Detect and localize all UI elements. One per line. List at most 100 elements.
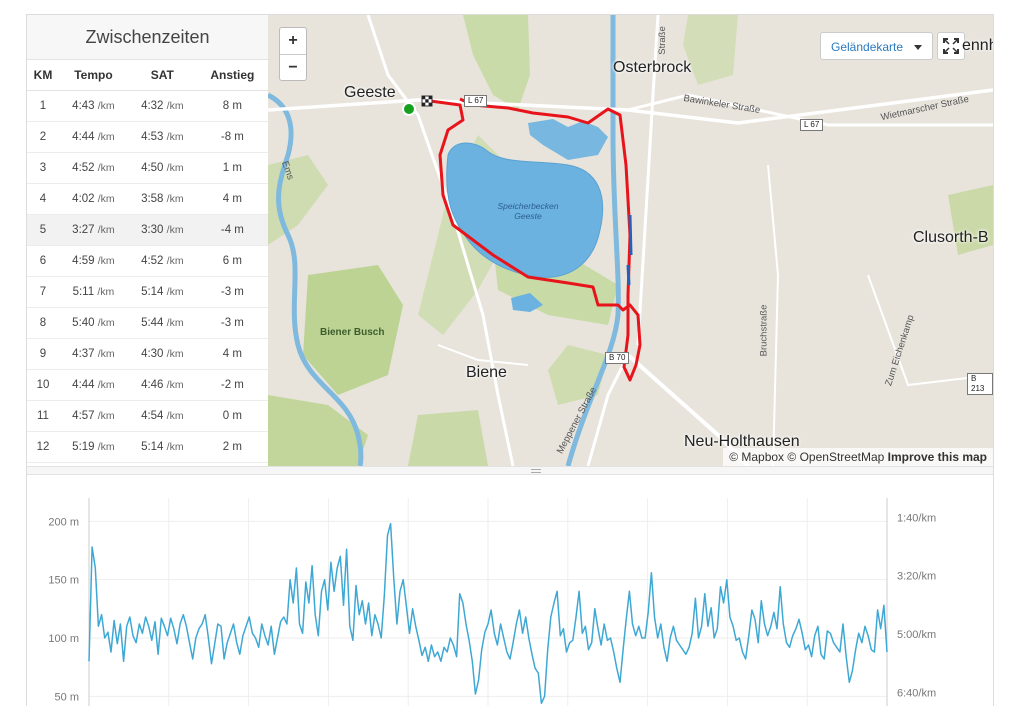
pace-unit: /km [166,317,184,329]
tempo-cell: 4:44 /km [58,369,128,401]
anstieg-cell-value: -2 m [220,379,244,391]
map-layer-select[interactable]: Geländekarte [820,32,933,60]
road-shield-l67-east: L 67 [800,119,824,131]
tempo-cell: 5:19 /km [58,431,128,463]
anstieg-cell-value: -3 m [220,317,244,329]
resize-handle[interactable] [27,466,993,475]
sat-cell-value: 4:46 [141,379,164,391]
pace-tick-label: 1:40/km [897,512,936,524]
table-row[interactable]: 8 5:40 /km 5:44 /km -3 m [27,307,268,339]
sat-cell-value: 5:14 [141,286,164,298]
tempo-cell: 4:52 /km [58,152,128,184]
sat-cell-value: 4:53 [141,131,164,143]
table-row[interactable]: 5 3:27 /km 3:30 /km -4 m [27,214,268,246]
tempo-cell-value: 4:59 [72,255,95,267]
tempo-cell-value: 4:43 [72,100,95,112]
zoom-in-button[interactable]: + [280,28,306,55]
anstieg-cell-value: 2 m [222,441,242,453]
street-top: Straße [656,26,668,55]
road-shield-b213: B 213 [967,373,993,395]
km-cell: 2 [27,121,59,153]
km-cell-value: 11 [37,410,49,422]
pace-unit: /km [166,131,184,143]
sat-cell: 4:32 /km [127,90,197,122]
km-cell-value: 1 [39,100,47,112]
sat-cell: 5:14 /km [127,431,197,463]
elevation-tick-label: 150 m [48,575,79,587]
table-row[interactable]: 11 4:57 /km 4:54 /km 0 m [27,400,268,432]
tempo-cell-value: 5:40 [72,317,95,329]
splits-header-row: KM Tempo SAT Anstieg [27,60,268,91]
route-map[interactable]: + − Geländekarte Geeste Osterbrock Biene… [268,15,993,466]
tempo-cell: 5:11 /km [58,276,128,308]
pace-unit: /km [166,441,184,453]
km-cell: 6 [27,245,59,277]
pace-unit: /km [97,441,115,453]
pace-unit: /km [97,348,115,360]
anstieg-cell: 1 m [196,152,268,184]
km-cell-value: 4 [39,193,47,205]
anstieg-cell-value: 8 m [222,100,242,112]
table-row[interactable]: 1 4:43 /km 4:32 /km 8 m [27,90,268,122]
pace-unit: /km [97,410,115,422]
table-row[interactable]: 4 4:02 /km 3:58 /km 4 m [27,183,268,215]
chart-canvas: 200 m 150 m 100 m 50 m 1:40/km 3:20/km 5:00/km… [48,498,936,708]
place-geeste: Geeste [344,84,396,101]
km-cell: 8 [27,307,59,339]
place-osterbrock: Osterbrock [613,59,692,76]
sat-cell-value: 4:50 [141,162,164,174]
tempo-cell-value: 4:44 [72,131,95,143]
km-cell-value: 9 [39,348,47,360]
zoom-out-button[interactable]: − [288,59,298,76]
anstieg-cell-value: 1 m [222,162,242,174]
pace-unit: /km [97,379,115,391]
pace-unit: /km [166,348,184,360]
sat-cell-value: 4:54 [141,410,164,422]
road-shield-l67: L 67 [464,95,488,107]
table-row[interactable]: 6 4:59 /km 4:52 /km 6 m [27,245,268,277]
anstieg-cell: -4 m [196,214,268,246]
tempo-cell-value: 5:19 [72,441,95,453]
sat-cell: 4:54 /km [127,400,197,432]
km-cell: 3 [27,152,59,184]
tempo-cell-value: 4:52 [72,162,95,174]
pace-unit: /km [166,379,184,391]
improve-map-link[interactable]: Improve this map [887,450,987,464]
pace-unit: /km [97,131,115,143]
km-cell-value: 10 [36,379,50,391]
km-cell: 7 [27,276,59,308]
km-cell: 1 [27,90,59,122]
pace-unit: /km [166,162,184,174]
sat-cell-value: 3:30 [141,224,164,236]
anstieg-cell: -2 m [196,369,268,401]
col-km: KM [27,60,59,91]
attribution-mapbox-link[interactable]: © Mapbox [729,450,785,464]
table-row[interactable]: 10 4:44 /km 4:46 /km -2 m [27,369,268,401]
km-cell-value: 2 [39,131,47,143]
table-row[interactable]: 7 5:11 /km 5:14 /km -3 m [27,276,268,308]
pace-unit: /km [166,100,184,112]
table-row[interactable]: 9 4:37 /km 4:30 /km 4 m [27,338,268,370]
anstieg-cell: -8 m [196,121,268,153]
table-row[interactable]: 12 5:19 /km 5:14 /km 2 m [27,431,268,463]
elevation-tick-label: 100 m [48,633,79,645]
anstieg-cell: -3 m [196,307,268,339]
km-cell-value: 7 [39,286,47,298]
fullscreen-button[interactable] [937,32,965,60]
tempo-cell-value: 4:44 [72,379,95,391]
table-row[interactable]: 3 4:52 /km 4:50 /km 1 m [27,152,268,184]
attribution-osm-link[interactable]: © OpenStreetMap [787,450,885,464]
pace-unit: /km [97,100,115,112]
tempo-cell-value: 4:57 [72,410,95,422]
tempo-cell: 4:59 /km [58,245,128,277]
elevation-pace-chart[interactable]: 200 m 150 m 100 m 50 m 1:40/km 3:20/km 5:00/km… [27,476,993,708]
anstieg-cell-value: -4 m [220,224,244,236]
tempo-cell: 3:27 /km [58,214,128,246]
tempo-cell: 5:40 /km [58,307,128,339]
sat-cell: 4:53 /km [127,121,197,153]
sat-cell: 3:58 /km [127,183,197,215]
table-row[interactable]: 2 4:44 /km 4:53 /km -8 m [27,121,268,153]
km-cell-value: 3 [39,162,47,174]
km-cell: 10 [27,369,59,401]
pace-unit: /km [97,255,115,267]
